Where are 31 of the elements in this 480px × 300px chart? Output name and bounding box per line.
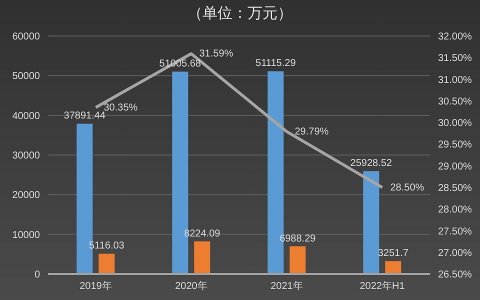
y2-tick-label: 31.00% — [438, 74, 472, 86]
y-tick-label: 10000 — [12, 230, 40, 241]
data-label: 29.79% — [294, 126, 329, 138]
y2-tick-label: 27.50% — [438, 226, 472, 238]
chart-title: （单位：万元） — [186, 3, 294, 24]
data-label: 37891.44 — [64, 110, 106, 122]
y2-tick-label: 30.50% — [438, 96, 472, 108]
y2-tick-label: 31.50% — [438, 53, 472, 64]
y2-tick-label: 29.50% — [438, 140, 472, 151]
x-tick-label: 2022年H1 — [360, 280, 406, 292]
y-tick-label: 60000 — [12, 32, 40, 43]
y-tick-label: 0 — [34, 270, 40, 281]
x-tick-label: 2019年 — [80, 280, 112, 292]
x-tick-label: 2020年 — [175, 280, 208, 292]
y-tick-label: 50000 — [12, 71, 40, 82]
y2-tick-label: 28.00% — [438, 204, 472, 216]
y2-tick-label: 28.50% — [438, 183, 472, 194]
data-label: 25928.52 — [350, 158, 392, 170]
y2-tick-label: 30.00% — [438, 118, 472, 130]
data-label: 31.59% — [199, 48, 234, 60]
data-label: 51115.29 — [256, 58, 296, 70]
y-tick-label: 40000 — [12, 110, 40, 122]
data-label: 28.50% — [390, 182, 424, 194]
y-tick-label: 20000 — [12, 190, 40, 202]
y2-tick-label: 27.00% — [438, 248, 472, 259]
data-label: 30.35% — [104, 102, 138, 114]
y-tick-label: 30000 — [12, 150, 40, 162]
y2-tick-label: 32.00% — [438, 32, 472, 43]
y2-tick-label: 29.00% — [438, 161, 472, 172]
x-tick-label: 2021年 — [270, 280, 303, 292]
y2-tick-label: 26.50% — [438, 270, 472, 281]
